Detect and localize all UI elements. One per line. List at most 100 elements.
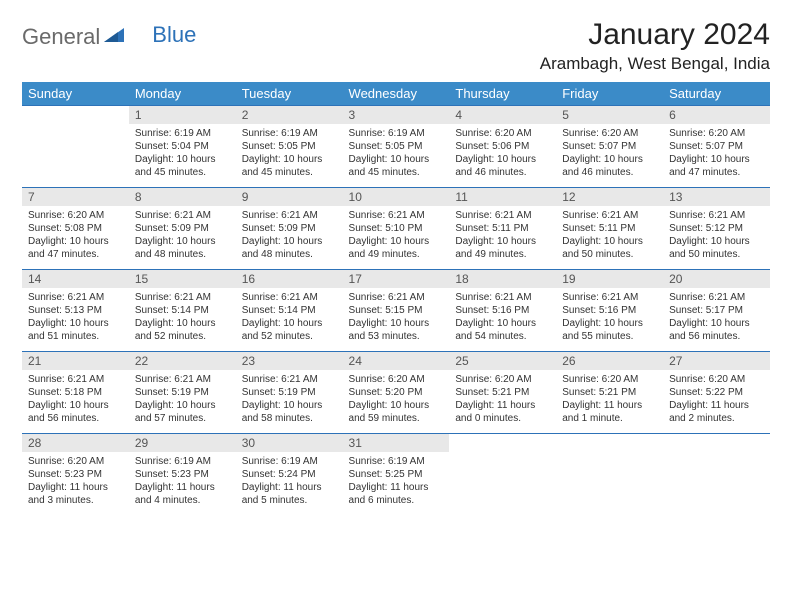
day-line-d1: Daylight: 10 hours bbox=[562, 317, 657, 330]
day-line-d2: and 50 minutes. bbox=[562, 248, 657, 261]
day-line-d2: and 2 minutes. bbox=[669, 412, 764, 425]
day-number: 18 bbox=[449, 270, 556, 288]
calendar-header-row: SundayMondayTuesdayWednesdayThursdayFrid… bbox=[22, 82, 770, 106]
day-line-d1: Daylight: 10 hours bbox=[669, 235, 764, 248]
day-number: 3 bbox=[343, 106, 450, 124]
day-line-ss: Sunset: 5:13 PM bbox=[28, 304, 123, 317]
day-details: Sunrise: 6:21 AMSunset: 5:09 PMDaylight:… bbox=[129, 206, 236, 264]
day-line-sr: Sunrise: 6:19 AM bbox=[349, 455, 444, 468]
calendar-cell: 2Sunrise: 6:19 AMSunset: 5:05 PMDaylight… bbox=[236, 106, 343, 188]
day-number: 28 bbox=[22, 434, 129, 452]
day-details: Sunrise: 6:21 AMSunset: 5:13 PMDaylight:… bbox=[22, 288, 129, 346]
day-line-sr: Sunrise: 6:21 AM bbox=[455, 291, 550, 304]
day-number: 29 bbox=[129, 434, 236, 452]
calendar-cell: 5Sunrise: 6:20 AMSunset: 5:07 PMDaylight… bbox=[556, 106, 663, 188]
calendar-cell: 9Sunrise: 6:21 AMSunset: 5:09 PMDaylight… bbox=[236, 188, 343, 270]
day-number: 17 bbox=[343, 270, 450, 288]
day-details: Sunrise: 6:21 AMSunset: 5:11 PMDaylight:… bbox=[556, 206, 663, 264]
day-number: 2 bbox=[236, 106, 343, 124]
day-line-ss: Sunset: 5:19 PM bbox=[135, 386, 230, 399]
day-details: Sunrise: 6:20 AMSunset: 5:07 PMDaylight:… bbox=[663, 124, 770, 182]
calendar-cell bbox=[22, 106, 129, 188]
day-line-d2: and 48 minutes. bbox=[135, 248, 230, 261]
day-line-d1: Daylight: 11 hours bbox=[455, 399, 550, 412]
calendar-cell: 13Sunrise: 6:21 AMSunset: 5:12 PMDayligh… bbox=[663, 188, 770, 270]
calendar-cell: 21Sunrise: 6:21 AMSunset: 5:18 PMDayligh… bbox=[22, 352, 129, 434]
day-line-d2: and 4 minutes. bbox=[135, 494, 230, 507]
day-details: Sunrise: 6:21 AMSunset: 5:10 PMDaylight:… bbox=[343, 206, 450, 264]
day-line-d1: Daylight: 10 hours bbox=[135, 317, 230, 330]
day-line-sr: Sunrise: 6:21 AM bbox=[242, 373, 337, 386]
day-line-sr: Sunrise: 6:21 AM bbox=[669, 209, 764, 222]
day-details: Sunrise: 6:20 AMSunset: 5:07 PMDaylight:… bbox=[556, 124, 663, 182]
day-line-sr: Sunrise: 6:21 AM bbox=[349, 291, 444, 304]
day-line-ss: Sunset: 5:16 PM bbox=[562, 304, 657, 317]
day-line-sr: Sunrise: 6:19 AM bbox=[242, 127, 337, 140]
day-number: 30 bbox=[236, 434, 343, 452]
day-number: 10 bbox=[343, 188, 450, 206]
calendar-cell: 3Sunrise: 6:19 AMSunset: 5:05 PMDaylight… bbox=[343, 106, 450, 188]
calendar-cell: 8Sunrise: 6:21 AMSunset: 5:09 PMDaylight… bbox=[129, 188, 236, 270]
day-number: 20 bbox=[663, 270, 770, 288]
day-details: Sunrise: 6:19 AMSunset: 5:23 PMDaylight:… bbox=[129, 452, 236, 510]
calendar-cell: 27Sunrise: 6:20 AMSunset: 5:22 PMDayligh… bbox=[663, 352, 770, 434]
day-details: Sunrise: 6:21 AMSunset: 5:19 PMDaylight:… bbox=[129, 370, 236, 428]
day-line-d2: and 3 minutes. bbox=[28, 494, 123, 507]
day-line-d1: Daylight: 11 hours bbox=[349, 481, 444, 494]
day-line-d2: and 0 minutes. bbox=[455, 412, 550, 425]
day-line-sr: Sunrise: 6:21 AM bbox=[28, 373, 123, 386]
calendar-cell: 7Sunrise: 6:20 AMSunset: 5:08 PMDaylight… bbox=[22, 188, 129, 270]
day-line-d2: and 5 minutes. bbox=[242, 494, 337, 507]
day-line-d1: Daylight: 11 hours bbox=[669, 399, 764, 412]
day-line-d2: and 50 minutes. bbox=[669, 248, 764, 261]
day-number: 21 bbox=[22, 352, 129, 370]
day-line-d1: Daylight: 10 hours bbox=[349, 235, 444, 248]
day-line-ss: Sunset: 5:19 PM bbox=[242, 386, 337, 399]
day-number: 7 bbox=[22, 188, 129, 206]
day-details: Sunrise: 6:21 AMSunset: 5:14 PMDaylight:… bbox=[236, 288, 343, 346]
day-details: Sunrise: 6:20 AMSunset: 5:22 PMDaylight:… bbox=[663, 370, 770, 428]
day-line-sr: Sunrise: 6:20 AM bbox=[455, 127, 550, 140]
day-line-d1: Daylight: 10 hours bbox=[669, 317, 764, 330]
day-line-d2: and 46 minutes. bbox=[562, 166, 657, 179]
day-line-sr: Sunrise: 6:21 AM bbox=[455, 209, 550, 222]
day-line-d1: Daylight: 11 hours bbox=[562, 399, 657, 412]
calendar-cell: 19Sunrise: 6:21 AMSunset: 5:16 PMDayligh… bbox=[556, 270, 663, 352]
day-number: 6 bbox=[663, 106, 770, 124]
day-line-d2: and 47 minutes. bbox=[28, 248, 123, 261]
day-number: 12 bbox=[556, 188, 663, 206]
day-line-sr: Sunrise: 6:20 AM bbox=[28, 455, 123, 468]
day-line-sr: Sunrise: 6:21 AM bbox=[562, 209, 657, 222]
day-number: 1 bbox=[129, 106, 236, 124]
day-number: 9 bbox=[236, 188, 343, 206]
day-line-d2: and 49 minutes. bbox=[349, 248, 444, 261]
weekday-header: Monday bbox=[129, 82, 236, 106]
day-line-d2: and 59 minutes. bbox=[349, 412, 444, 425]
day-number: 26 bbox=[556, 352, 663, 370]
day-details: Sunrise: 6:21 AMSunset: 5:11 PMDaylight:… bbox=[449, 206, 556, 264]
day-line-d1: Daylight: 10 hours bbox=[28, 235, 123, 248]
day-details: Sunrise: 6:21 AMSunset: 5:16 PMDaylight:… bbox=[449, 288, 556, 346]
day-details: Sunrise: 6:19 AMSunset: 5:05 PMDaylight:… bbox=[236, 124, 343, 182]
day-details: Sunrise: 6:20 AMSunset: 5:23 PMDaylight:… bbox=[22, 452, 129, 510]
day-details: Sunrise: 6:21 AMSunset: 5:09 PMDaylight:… bbox=[236, 206, 343, 264]
calendar-cell: 22Sunrise: 6:21 AMSunset: 5:19 PMDayligh… bbox=[129, 352, 236, 434]
day-details: Sunrise: 6:21 AMSunset: 5:12 PMDaylight:… bbox=[663, 206, 770, 264]
day-details: Sunrise: 6:21 AMSunset: 5:17 PMDaylight:… bbox=[663, 288, 770, 346]
day-details: Sunrise: 6:21 AMSunset: 5:18 PMDaylight:… bbox=[22, 370, 129, 428]
day-line-sr: Sunrise: 6:20 AM bbox=[669, 373, 764, 386]
day-line-ss: Sunset: 5:15 PM bbox=[349, 304, 444, 317]
day-details: Sunrise: 6:21 AMSunset: 5:16 PMDaylight:… bbox=[556, 288, 663, 346]
day-line-ss: Sunset: 5:11 PM bbox=[455, 222, 550, 235]
page-header: General Blue January 2024 Arambagh, West… bbox=[22, 18, 770, 74]
calendar-cell: 4Sunrise: 6:20 AMSunset: 5:06 PMDaylight… bbox=[449, 106, 556, 188]
day-line-d1: Daylight: 10 hours bbox=[562, 153, 657, 166]
calendar-cell: 18Sunrise: 6:21 AMSunset: 5:16 PMDayligh… bbox=[449, 270, 556, 352]
day-line-sr: Sunrise: 6:21 AM bbox=[669, 291, 764, 304]
day-number: 31 bbox=[343, 434, 450, 452]
day-line-d1: Daylight: 11 hours bbox=[135, 481, 230, 494]
day-details: Sunrise: 6:21 AMSunset: 5:19 PMDaylight:… bbox=[236, 370, 343, 428]
day-line-d2: and 52 minutes. bbox=[135, 330, 230, 343]
day-line-d1: Daylight: 10 hours bbox=[349, 153, 444, 166]
day-line-sr: Sunrise: 6:21 AM bbox=[135, 291, 230, 304]
